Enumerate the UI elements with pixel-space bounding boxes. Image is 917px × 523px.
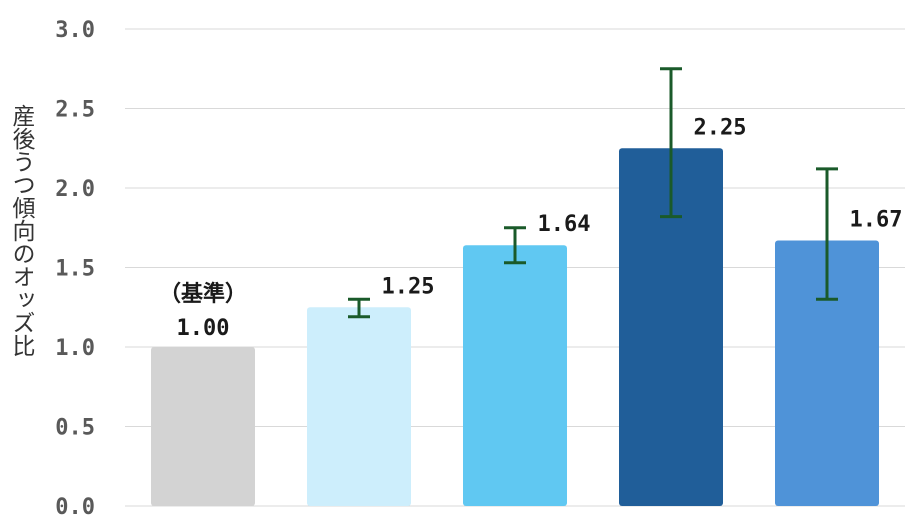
y-axis-label: 産後うつ傾向のオッズ比 <box>8 104 34 357</box>
error-bar <box>504 226 526 265</box>
reference-note: （基準） <box>159 281 247 307</box>
bar <box>151 347 255 506</box>
y-tick-label: 2.0 <box>55 177 95 202</box>
bar <box>307 307 411 506</box>
bar <box>775 240 879 506</box>
bar <box>619 148 723 506</box>
error-bar <box>816 167 838 301</box>
y-tick-label: 3.0 <box>55 18 95 43</box>
y-tick-label: 2.5 <box>55 98 95 123</box>
data-label: 1.00 <box>177 316 230 341</box>
y-tick-label: 1.0 <box>55 336 95 361</box>
data-label: 1.25 <box>382 274 435 299</box>
y-axis-ticks: 0.0 0.5 1.0 1.5 2.0 2.5 3.0 <box>55 18 95 520</box>
bars <box>151 148 879 507</box>
data-label: 1.64 <box>538 212 591 237</box>
y-tick-label: 1.5 <box>55 257 95 282</box>
y-tick-label: 0.0 <box>55 495 95 520</box>
data-label: 1.67 <box>850 207 903 232</box>
data-labels: 1.00 （基準） 1.25 1.64 2.25 1.67 <box>159 115 903 341</box>
error-bar <box>660 67 682 219</box>
error-bars <box>348 67 838 319</box>
y-tick-label: 0.5 <box>55 416 95 441</box>
bar <box>463 245 567 507</box>
error-bar <box>348 297 370 319</box>
data-label: 2.25 <box>694 115 747 140</box>
